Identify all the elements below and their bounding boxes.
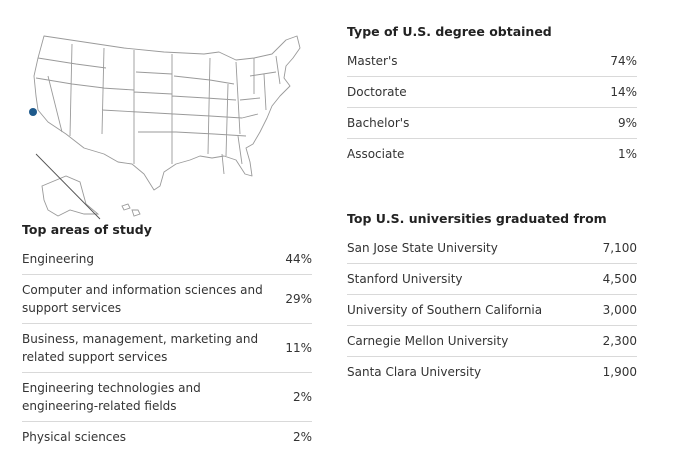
- table-row: San Jose State University 7,100: [347, 233, 637, 264]
- table-row: Stanford University 4,500: [347, 264, 637, 295]
- inset-divider: [35, 153, 101, 220]
- contiguous-us-states: [33, 35, 301, 191]
- us-outline: [33, 35, 301, 191]
- row-label: Computer and information sciences and su…: [22, 283, 263, 315]
- row-value: 74%: [610, 54, 637, 68]
- areas-of-study-table: Engineering 44% Computer and information s…: [22, 244, 312, 452]
- table-row: Doctorate 14%: [347, 77, 637, 108]
- table-row: Associate 1%: [347, 139, 637, 169]
- areas-of-study-title: Top areas of study: [22, 222, 152, 237]
- table-row: Bachelor's 9%: [347, 108, 637, 139]
- row-value: 2%: [292, 390, 312, 404]
- table-row: Engineering 44%: [22, 244, 312, 275]
- universities-title: Top U.S. universities graduated from: [347, 211, 607, 226]
- table-row: Santa Clara University 1,900: [347, 357, 637, 387]
- row-label: Physical sciences: [22, 430, 127, 444]
- table-row: University of Southern California 3,000: [347, 295, 637, 326]
- row-label: Bachelor's: [347, 116, 410, 130]
- row-label: Business, management, marketing and rela…: [22, 332, 259, 364]
- table-row: Physical sciences 2%: [22, 422, 312, 452]
- row-value: 11%: [285, 341, 312, 355]
- row-value: 1,900: [602, 365, 637, 379]
- degree-type-title: Type of U.S. degree obtained: [347, 24, 552, 39]
- row-label: Stanford University: [347, 272, 463, 286]
- row-label: Associate: [347, 147, 405, 161]
- us-map-svg: [29, 35, 301, 220]
- row-label: San Jose State University: [347, 241, 498, 255]
- row-value: 7,100: [602, 241, 637, 255]
- san-jose-marker: [29, 108, 37, 116]
- row-label: Carnegie Mellon University: [347, 334, 509, 348]
- row-label: Doctorate: [347, 85, 407, 99]
- row-value: 4,500: [602, 272, 637, 286]
- row-value: 14%: [610, 85, 637, 99]
- table-row: Engineering technologies and engineering…: [22, 373, 312, 422]
- row-label: Master's: [347, 54, 398, 68]
- table-row: Business, management, marketing and rela…: [22, 324, 312, 373]
- row-label: Engineering: [22, 252, 94, 266]
- us-map: [14, 14, 324, 224]
- universities-table: San Jose State University 7,100 Stanford U…: [347, 233, 637, 387]
- row-value: 9%: [617, 116, 637, 130]
- degree-type-table: Master's 74% Doctorate 14% Bachelor's 9% Assoc…: [347, 46, 637, 169]
- row-label: University of Southern California: [347, 303, 543, 317]
- row-value: 2,300: [602, 334, 637, 348]
- row-value: 44%: [285, 252, 312, 266]
- row-value: 2%: [292, 430, 312, 444]
- row-value: 29%: [285, 292, 312, 306]
- hawaii: [121, 203, 141, 217]
- row-value: 3,000: [602, 303, 637, 317]
- table-row: Computer and information sciences and su…: [22, 275, 312, 324]
- row-label: Engineering technologies and engineering…: [22, 381, 201, 413]
- alaska: [41, 175, 100, 217]
- table-row: Master's 74%: [347, 46, 637, 77]
- row-value: 1%: [617, 147, 637, 161]
- row-label: Santa Clara University: [347, 365, 482, 379]
- table-row: Carnegie Mellon University 2,300: [347, 326, 637, 357]
